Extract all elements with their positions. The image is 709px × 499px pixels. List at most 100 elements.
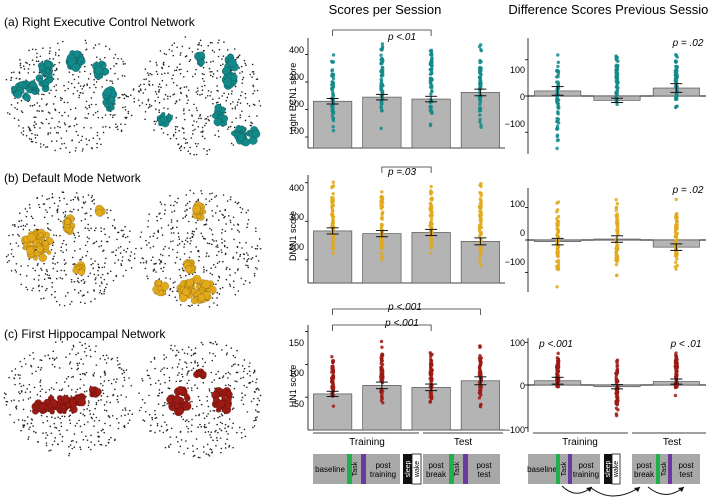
brain-dot [51,416,53,418]
brain-dot [208,306,211,308]
brain-dot [221,238,223,240]
brain-dot [222,375,225,377]
brain-dot [225,223,227,225]
brain-dot [180,276,182,279]
brain-dot [76,362,78,365]
brain-dot [245,264,247,267]
brain-dot [211,192,213,195]
brain-dot [212,215,214,217]
tick-label: 0 [520,228,525,238]
brain-dot [168,387,171,390]
brain-dot [126,247,129,250]
brain-dot [123,425,125,428]
brain-dot [168,294,171,297]
brain-dot [244,62,246,65]
brain-dot [216,70,219,72]
brain-dot [218,275,220,278]
brain-dot [171,248,174,251]
brain-dot [95,282,97,285]
activation-sphere [155,279,162,287]
brain-dot [53,73,55,76]
brain-dot [186,419,188,421]
brain-dot [180,149,182,152]
brain-dot [111,116,114,119]
brain-dot [59,220,62,223]
data-point [615,364,620,368]
brain-dot [139,88,142,90]
brain-dot [46,146,49,148]
brain-dot [176,226,178,229]
brain-dot [186,240,189,243]
brain-dot [114,53,117,56]
brain-dot [98,419,101,422]
brain-dot [187,150,190,153]
brain-dot [109,270,112,273]
brain-dot [236,431,238,434]
brain-dot [158,259,161,261]
brain-dot [95,364,98,366]
brain-dot [189,401,191,403]
brain-dot [34,134,36,136]
brain-dot [144,118,146,121]
activation-sphere [31,89,37,95]
brain-dot [108,416,111,419]
brain-dot [212,342,215,345]
chart-0 [305,29,505,149]
brain-dot [249,362,251,364]
brain-dot [218,97,220,99]
brain-dot [142,419,144,421]
brain-dot [252,85,255,88]
brain-dot [13,71,15,73]
box-task-label: Task [454,461,461,476]
brain-dot [64,295,67,297]
brain-dot [36,110,39,112]
brain-dot [88,106,91,109]
brain-dot [240,377,242,380]
brain-dot [100,293,103,295]
brain-dot [19,78,21,80]
brain-dot [189,189,192,192]
brain-dot [29,354,31,357]
brain-dot [65,356,67,358]
brain-dot [157,379,160,382]
brain-dot [252,84,254,87]
brain-dot [49,277,52,279]
data-point [674,53,678,58]
brain-dot [54,69,56,72]
activation-sphere [42,240,49,247]
brain-dot [150,104,153,107]
brain-dot [200,44,203,47]
brain-dot [147,277,149,280]
brain-dot [55,356,58,359]
data-point [380,392,384,396]
sig-label-hn-diff-left: p <.001 [538,339,573,350]
brain-dot [160,425,163,428]
brain-dot [204,124,206,127]
brain-dot [53,127,56,129]
brain-dot [16,108,18,111]
brain-dot [186,372,189,374]
brain-dot [27,126,30,128]
brain-dot [185,366,188,369]
brain-dot [60,99,62,102]
tick-label: −100 [505,257,525,267]
brain-dot [252,70,255,73]
brain-dot [243,359,246,361]
brain-dot [153,358,156,360]
brain-dot [14,97,16,100]
brain-dot [170,228,172,230]
brain-dot [43,203,46,205]
brain-dot [218,415,221,418]
brain-dot [121,409,124,411]
brain-dot [39,384,42,387]
brain-dot [60,425,63,428]
brain-dot [83,294,85,297]
brain-dot [36,52,38,55]
brain-dot [84,218,86,221]
brain-dot [197,364,199,367]
activation-sphere [36,245,44,253]
brain-dot [193,454,196,457]
brain-dot [197,48,199,51]
brain-dot [68,363,71,365]
activation-sphere [182,401,192,411]
